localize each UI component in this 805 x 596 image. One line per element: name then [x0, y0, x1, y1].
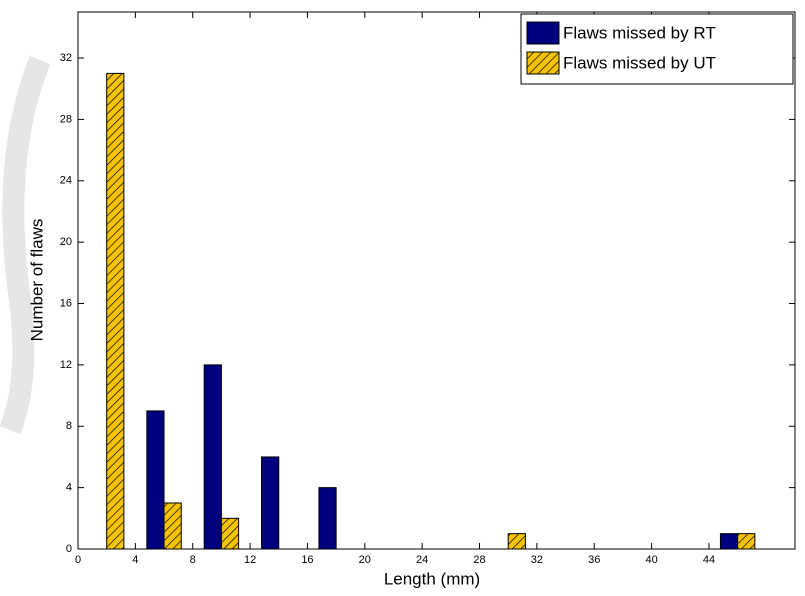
bar: [318, 487, 337, 550]
bar: [220, 517, 240, 550]
bar: [737, 533, 756, 550]
y-tick-label: 12: [60, 359, 72, 371]
y-tick-label: 4: [66, 482, 72, 494]
x-tick-label: 36: [588, 554, 600, 566]
x-tick-label: 44: [703, 554, 715, 566]
y-tick-label: 0: [66, 543, 72, 555]
legend-label: Flaws missed by RT: [563, 23, 716, 42]
bar: [203, 364, 222, 550]
x-tick-label: 20: [359, 554, 371, 566]
x-tick-label: 0: [75, 554, 81, 566]
y-tick-label: 28: [60, 113, 72, 125]
x-tick-label: 4: [132, 554, 138, 566]
background-decoration: [0, 55, 51, 435]
y-tick-label: 24: [60, 175, 72, 187]
y-tick-label: 32: [60, 52, 72, 64]
y-axis-label: Number of flaws: [27, 219, 46, 342]
y-tick-label: 8: [66, 420, 72, 432]
x-tick-label: 16: [301, 554, 313, 566]
x-tick-label: 28: [473, 554, 485, 566]
y-tick-label: 16: [60, 297, 72, 309]
x-tick-label: 40: [645, 554, 657, 566]
legend-swatch: [526, 51, 560, 75]
legend-label: Flaws missed by UT: [563, 53, 716, 72]
x-tick-label: 24: [416, 554, 428, 566]
x-axis-label: Length (mm): [384, 569, 480, 588]
bar: [146, 410, 165, 550]
x-tick-label: 12: [244, 554, 256, 566]
plot-frame: [77, 11, 796, 550]
bar: [507, 533, 526, 550]
legend-swatch: [526, 21, 560, 45]
bar: [719, 533, 739, 550]
bar: [163, 502, 182, 550]
bar: [261, 456, 280, 550]
x-tick-label: 32: [531, 554, 543, 566]
bar: [106, 72, 125, 550]
x-tick-label: 8: [190, 554, 196, 566]
legend-box: [520, 13, 794, 85]
y-tick-label: 20: [60, 236, 72, 248]
